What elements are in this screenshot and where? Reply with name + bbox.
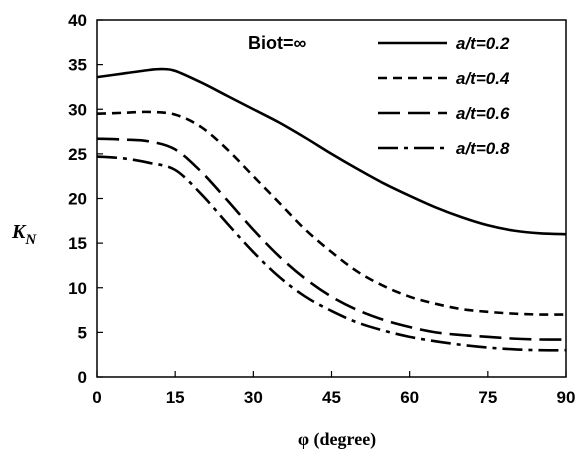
- y-tick-label: 40: [68, 11, 87, 30]
- y-tick-label: 5: [78, 323, 87, 342]
- x-axis-title: φ (degree): [298, 429, 376, 450]
- x-tick-label: 75: [478, 388, 497, 407]
- x-axis-ticks: 0 15 30 45 60 75 90: [92, 371, 575, 407]
- y-tick-label: 10: [68, 279, 87, 298]
- y-tick-label: 20: [68, 190, 87, 209]
- legend-label-3: a/t=0.6: [456, 104, 510, 123]
- y-axis-title-main: K: [11, 221, 27, 243]
- legend-label-1: a/t=0.2: [456, 34, 510, 53]
- x-tick-label: 45: [322, 388, 341, 407]
- y-tick-label: 35: [68, 56, 87, 75]
- series-layer: [96, 67, 567, 352]
- series-line-1: [96, 67, 567, 236]
- series-line-3: [96, 137, 567, 341]
- y-axis-title-subscript: N: [24, 232, 37, 248]
- biot-annotation: Biot=∞: [248, 33, 307, 53]
- x-tick-label: 30: [244, 388, 263, 407]
- legend-label-4: a/t=0.8: [456, 139, 510, 158]
- legend: a/t=0.2 a/t=0.4 a/t=0.6 a/t=0.8: [378, 34, 510, 158]
- series-line-4: [96, 155, 567, 352]
- x-tick-label: 60: [400, 388, 419, 407]
- x-tick-label: 90: [557, 388, 576, 407]
- legend-label-2: a/t=0.4: [456, 69, 510, 88]
- y-tick-label: 15: [68, 234, 87, 253]
- series-line-2: [96, 110, 567, 316]
- y-axis-ticks: 0 5 10 15 20 25 30 35 40: [68, 11, 103, 387]
- plot-area-frame: [96, 19, 567, 378]
- x-tick-label: 0: [92, 388, 101, 407]
- y-tick-label: 0: [78, 368, 87, 387]
- x-tick-label: 15: [166, 388, 185, 407]
- y-tick-label: 30: [68, 100, 87, 119]
- y-axis-title: KN: [11, 221, 37, 248]
- y-tick-label: 25: [68, 145, 87, 164]
